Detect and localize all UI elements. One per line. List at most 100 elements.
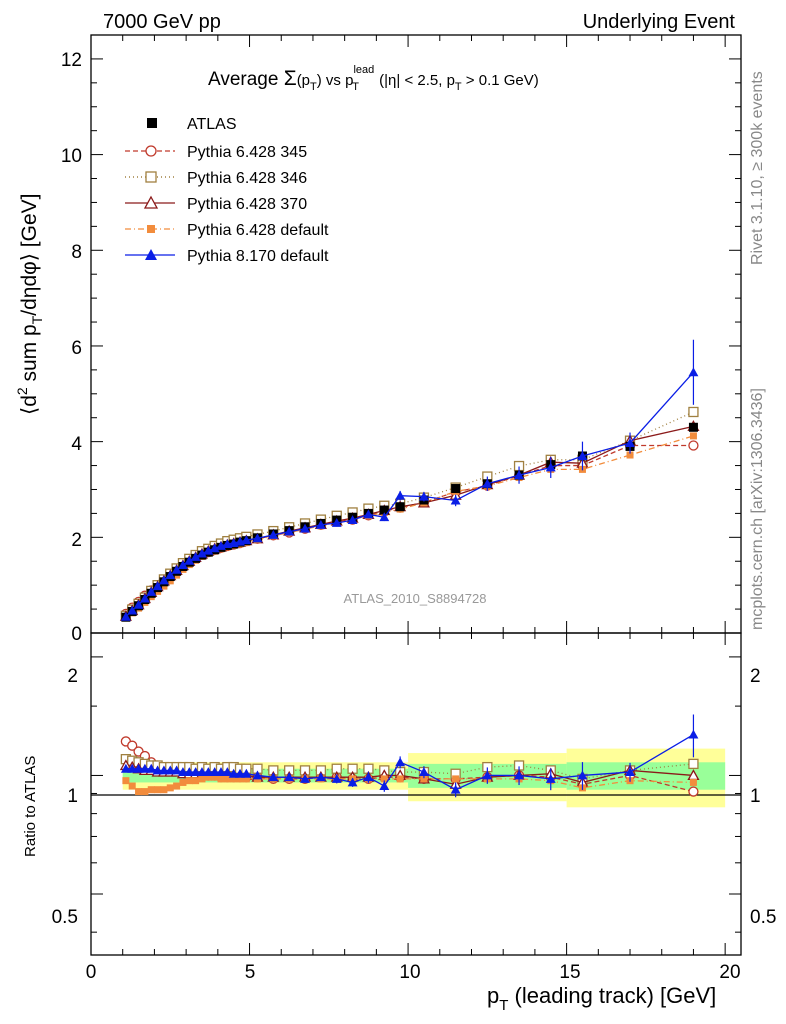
main-point-pythia-8-170-default-36	[625, 438, 635, 448]
header-left: 7000 GeV pp	[103, 11, 221, 33]
mcplots-label: mcplots.cern.ch [arXiv:1306.3436]	[749, 388, 766, 630]
ratio-point-pythia-8-170-default-30	[418, 767, 429, 777]
title-sigma-close: )	[317, 72, 322, 89]
title-mid: vs p	[322, 72, 354, 89]
main-point-pythia-8-170-default-3	[139, 593, 150, 603]
ratio-point-pythia-8-170-default-33	[514, 770, 524, 780]
main-point-pythia-8-170-default-37	[688, 367, 699, 377]
ratio-point-pythia-8-170-default-1	[127, 763, 138, 773]
legend-marker-atlas	[147, 118, 157, 128]
main-point-pythia-8-170-default-5	[152, 581, 163, 591]
ratio-y-tick-label-2-right: 2	[750, 666, 761, 687]
ratio-point-pythia-8-170-default-23	[300, 773, 310, 783]
x-tick-label-5: 5	[245, 962, 256, 983]
ratio-point-pythia-8-170-default-15	[216, 767, 226, 777]
ratio-point-pythia-6-428-default-8	[173, 782, 181, 790]
main-point-pythia-8-170-default-2	[133, 599, 144, 609]
legend: ATLAS Pythia 6.428 345 Pythia 6.428 346 …	[125, 116, 329, 265]
ratio-point-pythia-6-428-default-6	[160, 786, 168, 794]
legend-label-atlas: ATLAS	[187, 116, 237, 133]
main-line-pythia-6-428-default	[125, 435, 694, 619]
ratio-point-pythia-6-428-default-0	[122, 777, 130, 785]
main-point-pythia-8-170-default-22	[284, 526, 295, 536]
main-y-tick-label-2: 2	[71, 530, 82, 551]
legend-entry-pythia-8-default: Pythia 8.170 default	[125, 248, 329, 265]
ratio-axis-ticks	[91, 656, 741, 933]
ratio-point-pythia-6-428-default-4	[147, 786, 155, 794]
ratio-y-tick-label-0.5: 0.5	[52, 907, 78, 928]
main-point-atlas-31	[451, 484, 461, 494]
main-point-pythia-8-170-default-13	[203, 545, 214, 555]
ratio-panel-frame	[90, 632, 742, 956]
main-series-pythia-8-170-default	[120, 339, 699, 621]
ratio-point-pythia-6-428-default-9	[179, 778, 187, 786]
ratio-point-pythia-8-170-default-13	[203, 767, 214, 777]
ratio-point-pythia-8-170-default-12	[197, 767, 207, 777]
ratio-point-pythia-8-170-default-8	[171, 765, 182, 775]
legend-marker-pythia-370	[143, 195, 159, 209]
main-point-pythia-8-170-default-6	[158, 575, 169, 585]
ratio-point-pythia-8-170-default-29	[395, 757, 406, 767]
ratio-point-pythia-6-428-default-7	[166, 784, 174, 792]
ratio-point-pythia-6-428-default-14	[211, 773, 219, 781]
ratio-point-pythia-6-428-default-16	[223, 775, 231, 783]
main-point-pythia-8-170-default-11	[190, 551, 201, 561]
main-point-pythia-8-170-default-4	[146, 586, 157, 596]
main-point-pythia-8-170-default-26	[347, 515, 358, 525]
x-tick-label-15: 15	[559, 962, 580, 983]
title-mid-sup: lead	[353, 64, 374, 76]
ratio-point-pythia-8-170-default-18	[235, 768, 245, 778]
main-line-pythia-6-428-346	[125, 411, 694, 617]
main-point-pythia-8-170-default-10	[184, 555, 195, 565]
x-axis-ticks	[90, 35, 726, 955]
ratio-point-pythia-8-170-default-3	[139, 763, 150, 773]
header-right: Underlying Event	[583, 11, 736, 33]
main-point-pythia-8-170-default-24	[315, 519, 326, 529]
analysis-watermark: ATLAS_2010_S8894728	[344, 591, 487, 606]
ratio-point-pythia-6-428-default-12	[198, 775, 206, 783]
main-point-pythia-6-428-346-37	[688, 406, 699, 418]
main-point-pythia-6-428-default-37	[689, 432, 697, 440]
ratio-point-pythia-6-428-default-19	[242, 775, 250, 783]
main-point-pythia-8-170-default-14	[209, 543, 220, 553]
ratio-point-pythia-8-170-default-22	[284, 772, 295, 782]
main-point-pythia-8-170-default-21	[268, 529, 279, 539]
rivet-label: Rivet 3.1.10, ≥ 300k events	[749, 71, 766, 265]
main-point-pythia-8-170-default-20	[252, 533, 263, 543]
main-point-pythia-8-170-default-19	[241, 535, 252, 545]
ratio-point-pythia-8-170-default-4	[146, 763, 157, 773]
ratio-panel-series	[119, 714, 700, 798]
ratio-point-pythia-8-170-default-11	[190, 767, 201, 777]
ratio-point-pythia-6-428-default-1	[128, 782, 136, 790]
title-cuts-b: > 0.1 GeV)	[462, 72, 539, 89]
main-line-pythia-6-428-370	[125, 425, 694, 617]
ylabel-sup: 2	[14, 387, 30, 395]
ratio-point-pythia-8-170-default-17	[228, 768, 239, 778]
ratio-point-pythia-6-428-default-28	[380, 775, 388, 783]
legend-entry-pythia-6-default: Pythia 6.428 default	[125, 222, 329, 239]
title-sigma-sub: T	[310, 81, 317, 93]
ratio-y-tick-label-1-right: 1	[750, 786, 761, 807]
main-y-tick-label-4: 4	[71, 434, 82, 455]
ratio-point-pythia-6-428-default-29	[396, 775, 404, 783]
main-point-pythia-8-170-default-25	[331, 518, 342, 527]
main-point-pythia-6-428-345-37	[688, 440, 699, 451]
main-point-pythia-8-170-default-0	[120, 611, 131, 621]
ratio-point-pythia-8-170-default-28	[379, 781, 390, 790]
ratio-point-pythia-6-428-default-11	[192, 777, 200, 785]
legend-entry-pythia-370: Pythia 6.428 370	[125, 195, 307, 213]
ratio-point-pythia-8-170-default-6	[158, 765, 169, 775]
main-point-pythia-8-170-default-32	[482, 478, 493, 488]
main-point-pythia-8-170-default-23	[300, 523, 310, 533]
main-line-pythia-8-170-default	[125, 371, 694, 618]
ratio-point-pythia-8-170-default-10	[184, 767, 195, 777]
ratio-point-pythia-6-428-default-18	[236, 775, 244, 783]
ratio-point-pythia-6-428-346-37	[688, 758, 699, 770]
ratio-point-pythia-6-428-default-17	[230, 775, 238, 783]
title-mid-sub: T	[352, 81, 359, 93]
ratio-point-pythia-6-428-default-2	[135, 788, 143, 796]
main-y-tick-label-10: 10	[61, 146, 82, 167]
ylabel-b: sum p	[18, 324, 41, 387]
title-sigma-arg: (p	[297, 72, 310, 89]
ratio-point-pythia-6-428-default-13	[204, 773, 212, 781]
